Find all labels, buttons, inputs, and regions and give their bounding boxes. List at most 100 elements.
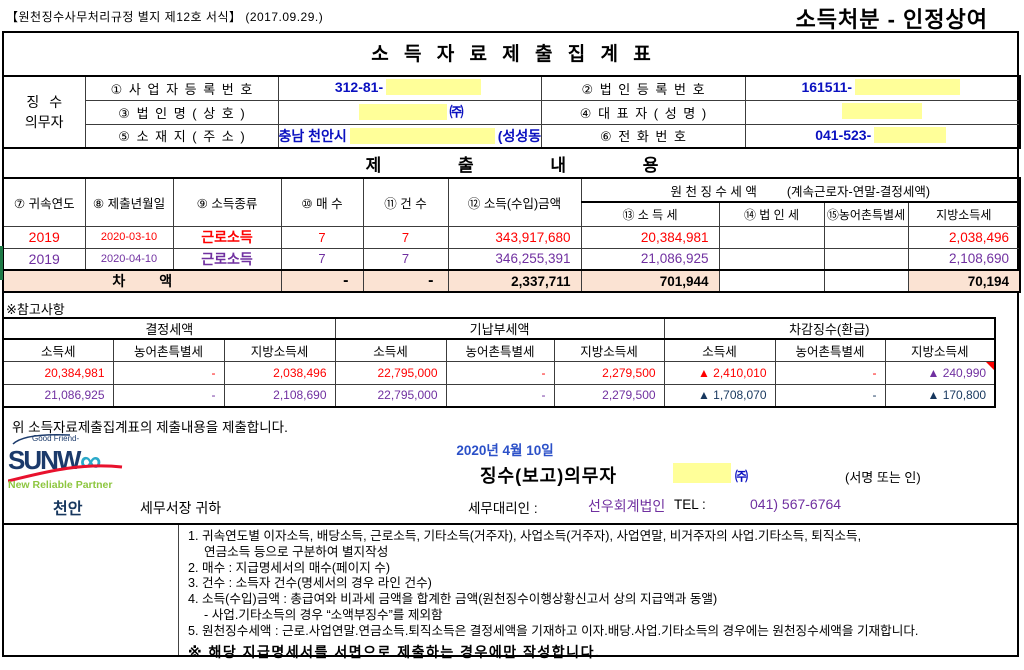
diff-income-tax: 701,944 <box>580 269 720 293</box>
section-title-submission: 제 출 내 용 <box>365 156 659 175</box>
difference-label: 차 액 <box>2 269 282 293</box>
col-header-withholding-group: 원 천 징 수 세 액 (계속근로자-연말-결정세액) <box>580 177 1021 203</box>
cell-local-tax: 2,108,690 <box>907 247 1021 271</box>
reference-table: 결정세액 기납부세액 차감징수(환급) 소득세 농어촌특별세 지방소득세 소득세… <box>2 317 997 408</box>
label-corp-reg-no: ② 법 인 등 록 번 호 <box>540 75 746 101</box>
signer-name-redacted-field[interactable] <box>673 463 731 483</box>
sub-header-local-tax: 지방소득세 <box>884 338 996 362</box>
col-header-year: ⑦ 귀속연도 <box>2 177 86 227</box>
col-header-rural-tax: ⑮농어촌특별세 <box>823 201 909 227</box>
payer-row-3: ⑤ 소 재 지 ( 주 소 ) 충남 천안시 (성성동) ⑥ 전 화 번 호 04… <box>3 123 1021 149</box>
ref-cell: ▲ 2,410,010 <box>663 360 776 385</box>
col-header-local-tax: 지방소득세 <box>907 201 1021 227</box>
diff-rural-tax-empty <box>823 269 909 293</box>
cell-date: 2020-04-10 <box>84 247 174 271</box>
green-edge-marker <box>0 246 3 280</box>
ref-cell-value: ▲ 240,990 <box>927 365 987 380</box>
logo-name-text: SUNW <box>8 445 82 475</box>
ref-cell: - <box>112 360 225 385</box>
sub-header-rural-tax: 농어촌특별세 <box>774 338 886 362</box>
col-header-corp-tax: ⑭ 법 인 세 <box>718 201 825 227</box>
col-header-income-tax: ⑬ 소 득 세 <box>580 201 720 227</box>
value-ceo-name <box>744 99 1021 125</box>
ref-cell: - <box>774 360 886 385</box>
footnote-line: 5. 원천징수세액 : 근로.사업연말.연금소득.퇴직소득은 결정세액을 기재하… <box>188 623 919 638</box>
corp-reg-no-text: 161511- <box>801 79 853 96</box>
reference-data-row-2: 21,086,925 - 2,108,690 22,795,000 - 2,27… <box>2 383 996 408</box>
cell-amount: 346,255,391 <box>447 247 582 271</box>
tel-value: 041) 567-6764 <box>750 496 842 512</box>
declaration-statement: 위 소득자료제출집계표의 제출내용을 제출합니다. <box>12 420 288 435</box>
tax-office-suffix: 세무서장 귀하 <box>140 500 222 516</box>
value-business-reg-no: 312-81- <box>277 75 542 101</box>
value-corp-name: ㈜ <box>277 99 542 125</box>
payer-row-2: ③ 법 인 명 ( 상 호 ) ㈜ ④ 대 표 자 ( 성 명 ) <box>3 99 1021 125</box>
ceo-name-redacted-field[interactable] <box>842 103 923 119</box>
reference-note-label: ※참고사항 <box>6 302 65 317</box>
payer-info-table: 징 수 의무자 ① 사 업 자 등 록 번 호 312-81- ② 법 인 등 … <box>2 75 1021 149</box>
label-ceo-name: ④ 대 표 자 ( 성 명 ) <box>540 99 746 125</box>
footnote-line: 1. 귀속연도별 이자소득, 배당소득, 근로소득, 기타소득(거주자), 사업… <box>188 529 862 543</box>
corp-name-suffix: ㈜ <box>449 104 464 120</box>
reference-sub-header-row: 소득세 농어촌특별세 지방소득세 소득세 농어촌특별세 지방소득세 소득세 농어… <box>2 338 996 362</box>
corp-name-redacted-field[interactable] <box>358 104 447 120</box>
group-header-prepaid-tax: 기납부세액 <box>334 317 665 340</box>
address-prefix: 충남 천안시 <box>278 127 347 144</box>
submission-data-row-1: 2019 2020-03-10 근로소득 7 7 343,917,680 20,… <box>2 225 1021 249</box>
ref-cell: 2,038,496 <box>223 360 336 385</box>
address-suffix: (성성동) <box>497 127 541 144</box>
cell-year: 2019 <box>2 247 86 271</box>
cell-amount: 343,917,680 <box>447 225 582 249</box>
logo-red-swoosh <box>7 464 123 483</box>
diff-amount: 2,337,711 <box>447 269 582 293</box>
submission-header-row-1: ⑦ 귀속연도 ⑧ 제출년월일 ⑨ 소득종류 ⑩ 매 수 ⑪ 건 수 ⑫ 소득(수… <box>2 177 1021 227</box>
signer-corp-suffix: ㈜ <box>735 469 749 484</box>
signer-label: 징수(보고)의무자 <box>480 466 617 486</box>
ref-cell: 22,795,000 <box>334 383 447 408</box>
footnote-final-note: ※ 해당 지급명세서를 서면으로 제출하는 경우에만 작성합니다. <box>188 643 601 660</box>
group-header-balance-tax: 차감징수(환급) <box>663 317 996 340</box>
cell-rural-tax-empty <box>823 247 909 271</box>
footnote-line: 4. 소득(수입)금액 : 총급여와 비과세 금액을 합계한 금액(원천징수이행… <box>188 592 718 607</box>
business-reg-no-redacted-field[interactable] <box>386 79 482 96</box>
ref-cell: 20,384,981 <box>2 360 114 385</box>
footnote-divider-line <box>178 525 179 655</box>
signature-note: (서명 또는 인) <box>845 470 921 485</box>
form-notice: 【원천징수사무처리규정 별지 제12호 서식】 (2017.09.29.) <box>6 10 324 24</box>
cell-sheets: 7 <box>280 225 364 249</box>
reference-data-row-1: 20,384,981 - 2,038,496 22,795,000 - 2,27… <box>2 360 996 385</box>
cell-local-tax: 2,038,496 <box>907 225 1021 249</box>
sunwoo-logo: Good Friend- SUNW ∞ New Reliable Partner <box>7 430 128 492</box>
submission-data-row-2: 2019 2020-04-10 근로소득 7 7 346,255,391 21,… <box>2 247 1021 271</box>
ref-cell-with-comment-marker: ▲ 240,990 <box>884 360 996 385</box>
tax-agent-name: 선우회계법인 <box>588 498 666 514</box>
ref-cell: - <box>112 383 225 408</box>
diff-sheets: - <box>280 269 364 293</box>
ref-cell: - <box>774 383 886 408</box>
ref-cell: 21,086,925 <box>2 383 114 408</box>
submission-header-row-2: ⑬ 소 득 세 ⑭ 법 인 세 ⑮농어촌특별세 지방소득세 <box>3 201 1021 227</box>
address-redacted-field[interactable] <box>349 127 495 144</box>
payer-group-line1: 징 수 <box>26 94 63 110</box>
doc-type-title: 소득처분 - 인정상여 <box>795 7 988 32</box>
cell-sheets: 7 <box>280 247 364 271</box>
footnote-line: 연금소득 등으로 구분하여 별지작성 <box>204 544 389 559</box>
footnotes-box: 1. 귀속연도별 이자소득, 배당소득, 근로소득, 기타소득(거주자), 사업… <box>2 523 1019 660</box>
declaration-date: 2020년 4월 10일 <box>456 443 554 458</box>
cell-income-type: 근로소득 <box>172 225 282 249</box>
sub-header-local-tax: 지방소득세 <box>553 338 665 362</box>
cell-corp-tax-empty <box>718 225 825 249</box>
submission-table: ⑦ 귀속연도 ⑧ 제출년월일 ⑨ 소득종류 ⑩ 매 수 ⑪ 건 수 ⑫ 소득(수… <box>2 177 1022 293</box>
payer-group-line2: 의무자 <box>24 114 64 130</box>
ref-cell: 22,795,000 <box>334 360 447 385</box>
diff-corp-tax-empty <box>718 269 825 293</box>
corp-reg-no-redacted-field[interactable] <box>855 79 961 96</box>
phone-redacted-field[interactable] <box>874 126 947 143</box>
payer-group-cell: 징 수 의무자 <box>2 75 86 149</box>
withholding-group-subtitle: (계속근로자-연말-결정세액) <box>786 184 931 199</box>
tax-agent-label: 세무대리인 : <box>468 501 538 516</box>
cell-income-type: 근로소득 <box>172 247 282 271</box>
label-corp-name: ③ 법 인 명 ( 상 호 ) <box>84 99 279 125</box>
ref-cell: 2,279,500 <box>553 360 665 385</box>
